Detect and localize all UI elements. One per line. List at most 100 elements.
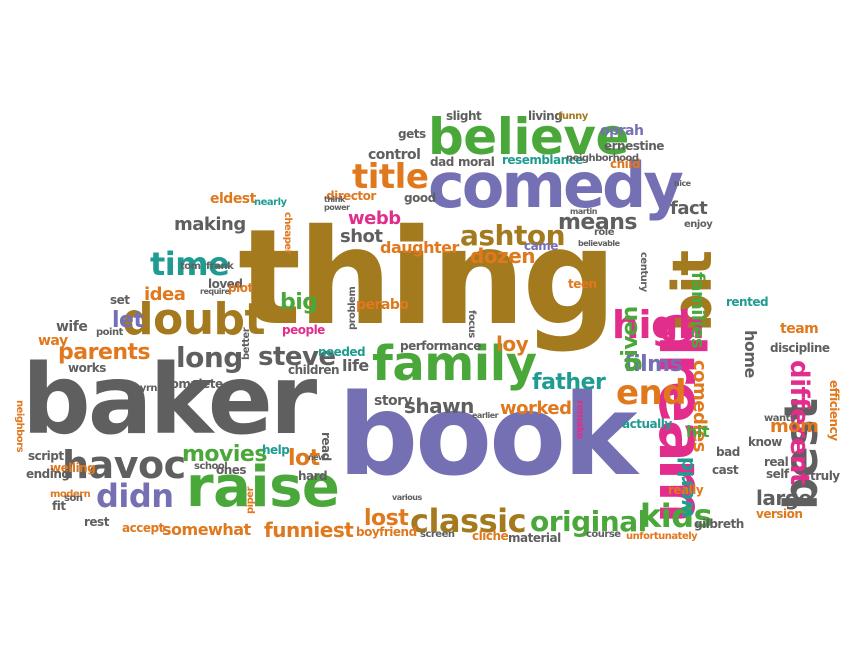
word-wants: wants [764, 413, 796, 424]
word-rest: rest [84, 515, 109, 529]
word-neighborhood: neighborhood [566, 153, 639, 164]
word-team: team [780, 321, 819, 337]
word-version: version [756, 507, 803, 521]
word-mom: mom [770, 416, 819, 437]
word-nice: nice [674, 179, 691, 188]
word-ending: ending [26, 467, 70, 481]
word-gilbreth: gilbreth [694, 517, 744, 531]
word-bad: bad [716, 445, 740, 459]
word-title: title [352, 157, 429, 197]
word-good: good [404, 191, 436, 205]
word-given: given [618, 306, 643, 372]
word-came: came [524, 239, 558, 253]
word-perabo: perabo [356, 297, 409, 313]
word-steve: steve [258, 342, 336, 372]
word-dad: dad [430, 155, 454, 169]
word-myrna: myrna [130, 383, 164, 394]
word-piper: piper [245, 487, 256, 514]
word-shawn: shawn [404, 394, 474, 418]
word-shot: shot [340, 226, 383, 247]
word-course: course [586, 529, 621, 540]
word-dozen: dozen [470, 244, 536, 268]
word-really: really [668, 483, 704, 497]
word-home: home [741, 330, 760, 378]
word-cheaper: cheaper [282, 212, 293, 254]
word-hit: hit [686, 422, 710, 441]
word-end: end [616, 373, 687, 413]
word-school: school [194, 461, 228, 472]
word-needed: needed [318, 345, 366, 359]
word-discipline: discipline [770, 341, 830, 355]
word-believe: believe [428, 108, 629, 166]
word-help: help [262, 443, 290, 457]
word-fact: fact [670, 198, 708, 219]
word-remake: remake [574, 400, 585, 440]
word-funniest: funniest [264, 518, 354, 542]
word-ones: ones [216, 463, 247, 477]
word-father: father [532, 370, 606, 395]
word-teen: teen [568, 277, 597, 291]
word-material: material [508, 531, 561, 545]
word-families: families [687, 272, 708, 349]
word-control: control [368, 147, 421, 163]
word-resemblance: resemblance [502, 153, 583, 167]
word-new: new [308, 453, 326, 462]
word-family: family [372, 336, 537, 392]
word-way: way [38, 333, 68, 349]
word-enjoy: enjoy [684, 219, 713, 230]
word-welling: welling [50, 461, 96, 475]
word-funny: funny [558, 111, 588, 122]
word-high: high [612, 303, 705, 347]
word-making: making [174, 214, 246, 235]
word-thing: thing [238, 201, 617, 355]
word-screen: screen [420, 529, 455, 540]
word-know: know [748, 435, 782, 449]
word-loy: loy [496, 332, 529, 356]
word-child: child [610, 157, 640, 171]
word-efficiency: efficiency [827, 380, 841, 441]
word-think: think [324, 195, 345, 204]
word-gets: gets [398, 127, 426, 141]
word-focus: focus [466, 310, 477, 338]
word-baker: baker [22, 344, 317, 456]
word-rented: rented [726, 295, 769, 309]
word-big: big [280, 290, 318, 315]
word-daughter: daughter [380, 238, 459, 257]
word-frank: frank [206, 261, 234, 272]
word-clich-: cliché [472, 529, 509, 543]
word-self: self [766, 467, 789, 481]
word-truly: truly [810, 469, 840, 483]
word-slight: slight [446, 109, 482, 123]
word-performance: performance [400, 339, 481, 353]
word-hard: hard [298, 469, 328, 483]
word-boyfriend: boyfriend [356, 525, 417, 539]
word-large: large [756, 486, 812, 510]
word-films: films [624, 352, 683, 377]
word-various: various [392, 493, 422, 502]
word-means: means [558, 210, 637, 235]
word-oprah: oprah [600, 123, 644, 139]
word-let: let [112, 308, 144, 333]
word-children: children [288, 363, 340, 377]
word-fit: fit [52, 499, 66, 513]
word-long: long [176, 341, 243, 374]
word-script: script [28, 449, 64, 463]
word-people: people [282, 323, 325, 337]
word-believable: believable [578, 239, 620, 248]
word-book: book [338, 371, 638, 501]
word-director: director [326, 189, 376, 203]
word-wife: wife [56, 319, 88, 335]
word-lost: lost [364, 506, 409, 531]
word-idea: idea [144, 284, 186, 305]
word-didn: didn [96, 477, 174, 515]
word-movies: movies [182, 442, 267, 467]
word-earlier: earlier [472, 411, 499, 420]
word-require: require [200, 287, 230, 296]
word-story: story [374, 393, 413, 409]
word-set: set [110, 293, 130, 307]
word-living: living [528, 109, 563, 123]
word-neighbors: neighbors [14, 400, 25, 453]
word-life: life [342, 356, 369, 375]
word-actually: actually [622, 417, 672, 431]
